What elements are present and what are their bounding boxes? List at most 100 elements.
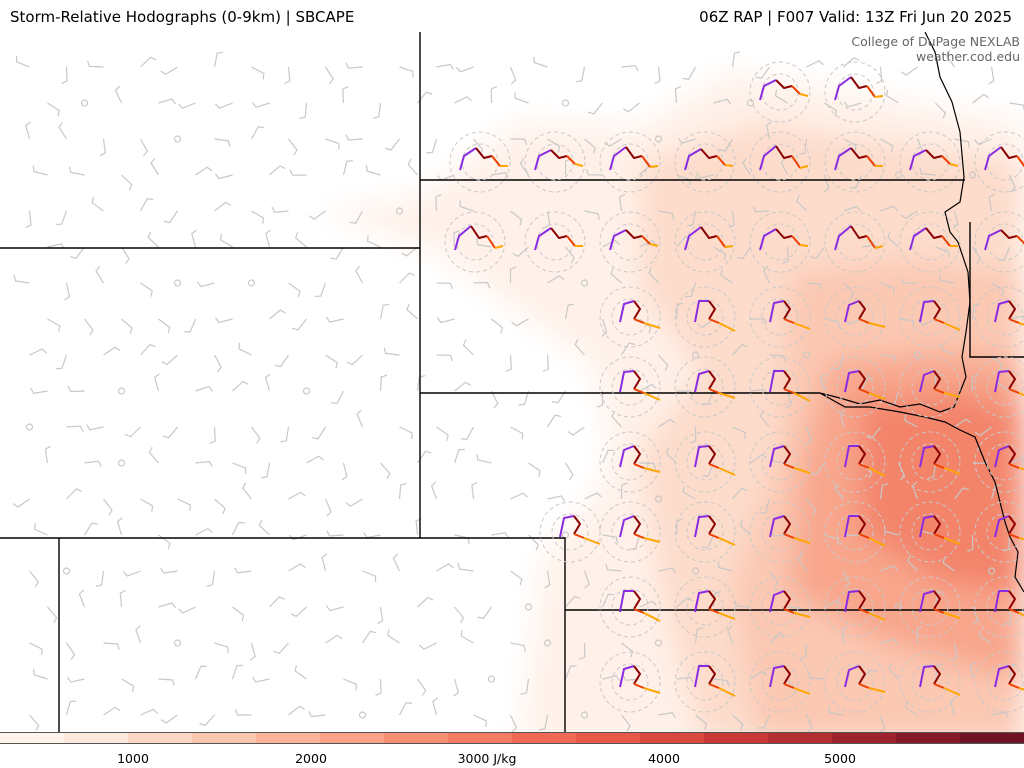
header: Storm-Relative Hodographs (0-9km) | SBCA… <box>0 0 1024 32</box>
hodograph-trace <box>718 687 736 697</box>
hodograph-trace <box>708 370 716 390</box>
credit-website[interactable]: weather.cod.edu <box>915 49 1020 64</box>
wind-barb <box>1009 315 1024 320</box>
hodograph-trace <box>791 155 801 169</box>
hodograph-trace <box>791 235 801 246</box>
hodograph-trace <box>919 300 935 323</box>
hodograph <box>749 431 811 493</box>
hodograph-trace <box>633 683 645 689</box>
hodograph-trace <box>994 515 1010 538</box>
wind-barb <box>954 138 970 148</box>
hodograph-trace <box>874 245 884 249</box>
hodograph-trace <box>1018 392 1024 397</box>
hodograph-trace <box>793 392 811 402</box>
hodograph-trace <box>834 225 852 251</box>
colorbar-swatch <box>768 733 832 743</box>
hodograph-trace <box>994 665 1010 688</box>
hodograph-trace <box>783 318 795 324</box>
wind-barb <box>69 166 85 176</box>
colorbar-swatch <box>256 733 320 743</box>
wind-barb <box>1003 534 1011 552</box>
wind-barb <box>122 570 141 577</box>
wind-barb <box>375 678 382 696</box>
hodograph-trace <box>708 665 716 685</box>
hodograph-range-ring <box>524 211 586 273</box>
wind-barb <box>84 460 102 467</box>
wind-barb <box>84 318 94 336</box>
hodograph-trace <box>783 590 791 610</box>
hodograph-trace <box>716 155 726 166</box>
wind-barb <box>565 246 576 264</box>
wind-barb <box>362 570 377 583</box>
hodograph-trace <box>700 148 718 159</box>
wind-barb <box>727 625 734 644</box>
wind-barb <box>383 347 400 356</box>
hodograph <box>899 131 961 193</box>
wind-barb <box>919 167 936 176</box>
wind-barb <box>232 606 245 622</box>
wind-barb <box>162 426 178 439</box>
wind-barb <box>880 205 899 212</box>
wind-barb <box>453 230 460 248</box>
calm-wind-circle <box>25 423 34 431</box>
hodograph-trace <box>868 612 886 621</box>
wind-barb <box>510 492 528 500</box>
hodograph-range-ring <box>824 431 886 493</box>
hodograph-trace <box>708 683 720 689</box>
wind-barb <box>25 121 31 140</box>
wind-barb <box>406 303 418 320</box>
hodograph-trace <box>609 229 627 251</box>
wind-barb <box>806 59 824 68</box>
wind-barb <box>346 354 363 366</box>
wind-barb <box>954 418 972 428</box>
hodograph-range-ring <box>836 443 874 481</box>
wind-barb <box>398 702 413 716</box>
wind-barb <box>654 66 661 85</box>
wind-barb <box>436 563 454 572</box>
hodograph <box>974 651 1024 713</box>
wind-barb <box>674 85 682 104</box>
wind-barb <box>491 532 509 539</box>
wind-barb <box>839 409 846 428</box>
wind-barb <box>273 642 289 655</box>
hodograph-trace <box>718 392 736 399</box>
hodograph-trace <box>783 388 795 394</box>
hodograph-range-ring <box>974 286 1024 348</box>
wind-barb <box>140 343 156 356</box>
hodograph <box>974 211 1024 273</box>
hodograph-trace <box>708 515 716 535</box>
wind-barb <box>213 51 224 68</box>
hodograph-trace <box>566 235 576 247</box>
wind-barb <box>511 318 529 327</box>
colorbar-swatch <box>320 733 384 743</box>
wind-barb <box>490 86 498 104</box>
wind-barb <box>356 409 364 428</box>
hodograph-trace <box>1008 608 1020 614</box>
wind-barb <box>462 339 474 356</box>
wind-barb <box>639 600 658 608</box>
wind-barb <box>686 210 697 227</box>
wind-barb <box>454 534 470 544</box>
wind-barb <box>491 318 504 334</box>
wind-barb <box>905 701 918 716</box>
wind-barb <box>308 210 326 220</box>
wind-barb <box>819 373 826 392</box>
wind-barb <box>799 642 808 660</box>
wind-barb <box>648 267 659 284</box>
calm-wind-circle <box>968 171 977 179</box>
wind-barb <box>258 519 270 536</box>
hodograph <box>974 356 1024 418</box>
wind-barb <box>907 555 918 572</box>
hodograph-range-ring <box>824 286 886 348</box>
hodograph-trace <box>844 665 860 688</box>
wind-barb <box>621 714 631 732</box>
wind-barbs <box>12 50 1024 733</box>
wind-barb <box>769 632 786 644</box>
wind-barb <box>454 96 472 104</box>
colorbar-swatch <box>0 733 64 743</box>
hodograph <box>974 286 1024 348</box>
hodograph-range-ring <box>824 211 886 273</box>
hodograph-trace <box>799 244 809 247</box>
wind-barb <box>774 89 788 104</box>
map-area[interactable] <box>0 32 1024 744</box>
